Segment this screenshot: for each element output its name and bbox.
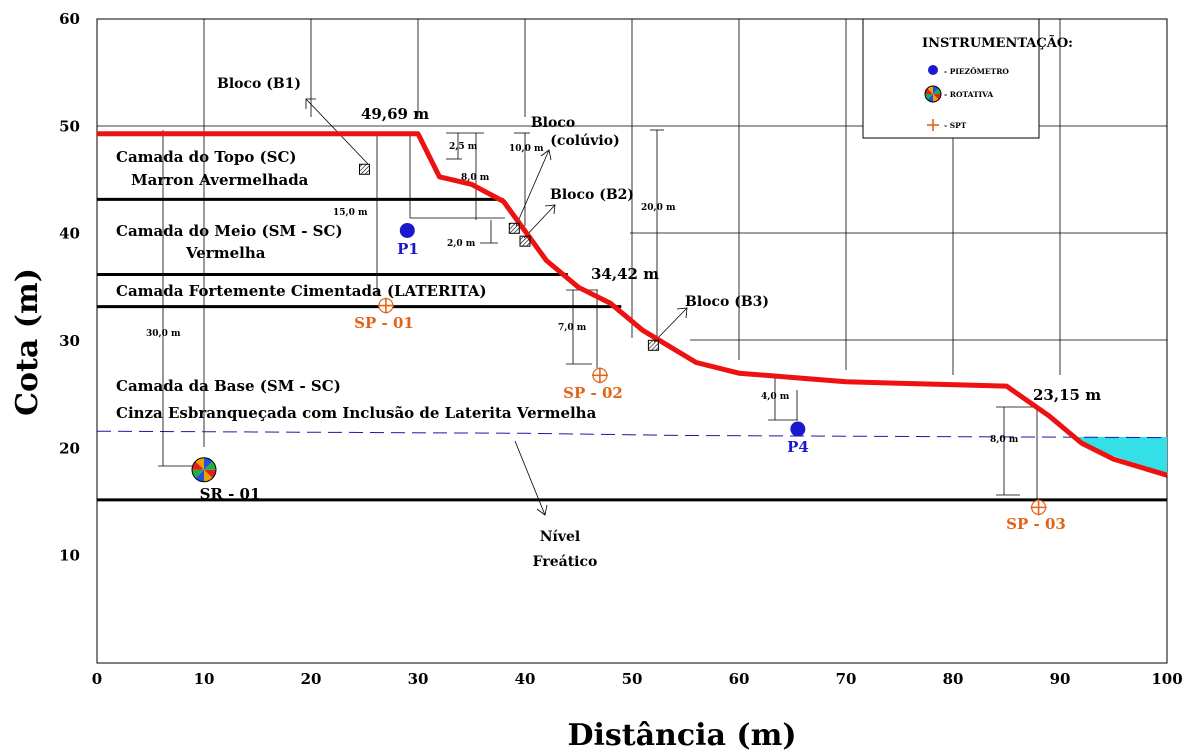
legend-spt-marker [927, 119, 939, 131]
p4-label: P4 [787, 438, 809, 456]
dimension-lines [158, 129, 1040, 503]
block-b3-label: Bloco (B3) [685, 294, 769, 310]
x-tick-label: 20 [301, 670, 322, 688]
instrument-p1-marker [399, 222, 415, 238]
x-tick-label: 10 [194, 670, 215, 688]
y-axis-ticks: 10 20 30 40 50 60 [59, 10, 80, 565]
elevation-49-label: 49,69 m [361, 105, 429, 123]
layer-top-name: Camada do Topo (SC) [116, 148, 297, 166]
instrument-sp02-marker [591, 367, 608, 384]
block-marker-4 [647, 339, 659, 351]
x-tick-label: 30 [408, 670, 429, 688]
y-tick-label: 20 [59, 439, 80, 457]
legend-spt-label: - SPT [944, 121, 967, 130]
dim-4-0-label: 4,0 m [761, 392, 790, 402]
block-marker-3 [519, 235, 531, 247]
sp02-label: SP - 02 [563, 384, 623, 402]
instrument-p4-marker [790, 421, 806, 437]
layer-top-desc: Marron Avermelhada [131, 171, 309, 189]
x-tick-label: 60 [729, 670, 750, 688]
legend-piezometer-marker [928, 65, 938, 75]
dim-8-0-label: 8,0 m [461, 173, 490, 183]
x-axis-title: Distância (m) [567, 718, 796, 751]
block-b2-label: Bloco (B2) [550, 187, 634, 203]
dim-15-0-label: 15,0 m [333, 208, 368, 218]
x-tick-label: 0 [92, 670, 102, 688]
instrument-sp01-marker [377, 297, 394, 314]
dim-2-0-label: 2,0 m [447, 239, 476, 249]
dim-10-0-label: 10,0 m [509, 144, 544, 154]
block-coluvio-label-1: Bloco [531, 115, 575, 131]
dim-2-5-label: 2,5 m [449, 142, 478, 152]
instrument-sr01-marker [191, 457, 217, 483]
water-table-label-1: Nível [540, 529, 580, 545]
y-tick-label: 10 [59, 547, 80, 565]
dim-8-0b-label: 8,0 m [990, 435, 1019, 445]
legend-piezometer-label: - PIEZÔMETRO [944, 67, 1009, 76]
layer-laterite-name: Camada Fortemente Cimentada (LATERITA) [116, 282, 487, 300]
y-tick-label: 30 [59, 332, 80, 350]
dim-7-0-label: 7,0 m [558, 323, 587, 333]
elevation-23-label: 23,15 m [1033, 386, 1101, 404]
layer-middle-name: Camada do Meio (SM - SC) [116, 222, 343, 240]
legend-rotary-disc [924, 85, 942, 103]
instrument-sp03-marker [1030, 499, 1047, 516]
x-tick-label: 100 [1151, 670, 1182, 688]
dim-20-0-label: 20,0 m [641, 203, 676, 213]
water-table-label-2: Freático [533, 554, 598, 570]
elevation-34-label: 34,42 m [591, 265, 659, 283]
block-marker-1 [359, 163, 370, 175]
water-body [1072, 437, 1167, 474]
x-tick-label: 70 [836, 670, 857, 688]
y-axis-title: Cota (m) [10, 268, 45, 416]
layer-base-name: Camada da Base (SM - SC) [116, 377, 341, 395]
legend-box [862, 18, 1040, 139]
sp01-label: SP - 01 [354, 314, 414, 332]
x-tick-label: 80 [943, 670, 964, 688]
water-table-line [96, 430, 1168, 439]
sp03-label: SP - 03 [1006, 515, 1066, 533]
terrain-surface [97, 131, 1168, 478]
layer-boundaries [97, 197, 1167, 502]
legend-rotary-label: - ROTATIVA [944, 90, 993, 99]
y-tick-label: 40 [59, 225, 80, 243]
blocks [359, 163, 659, 351]
block-b1-label: Bloco (B1) [217, 76, 301, 92]
grid-lines [97, 19, 1167, 447]
sr01-label: SR - 01 [200, 485, 261, 503]
layer-base-desc: Cinza Esbranqueçada com Inclusão de Late… [116, 404, 597, 422]
legend-rotary-marker [924, 85, 942, 103]
layer-middle-desc: Vermelha [185, 244, 266, 262]
p1-label: P1 [397, 240, 419, 258]
x-tick-label: 40 [515, 670, 536, 688]
x-tick-label: 50 [622, 670, 643, 688]
legend-title: INSTRUMENTAÇÃO: [922, 35, 1073, 51]
y-tick-label: 50 [59, 117, 80, 135]
legend: INSTRUMENTAÇÃO: - PIEZÔMETRO - ROTATIVA … [862, 18, 1073, 139]
block-marker-2 [508, 222, 520, 234]
block-coluvio-label-2: (colúvio) [550, 133, 619, 149]
y-tick-label: 60 [59, 10, 80, 28]
x-tick-label: 90 [1050, 670, 1071, 688]
instruments [191, 222, 1047, 516]
dim-30-0-label: 30,0 m [146, 329, 181, 339]
x-axis-ticks: 0 10 20 30 40 50 60 70 80 90 100 [92, 670, 1183, 688]
